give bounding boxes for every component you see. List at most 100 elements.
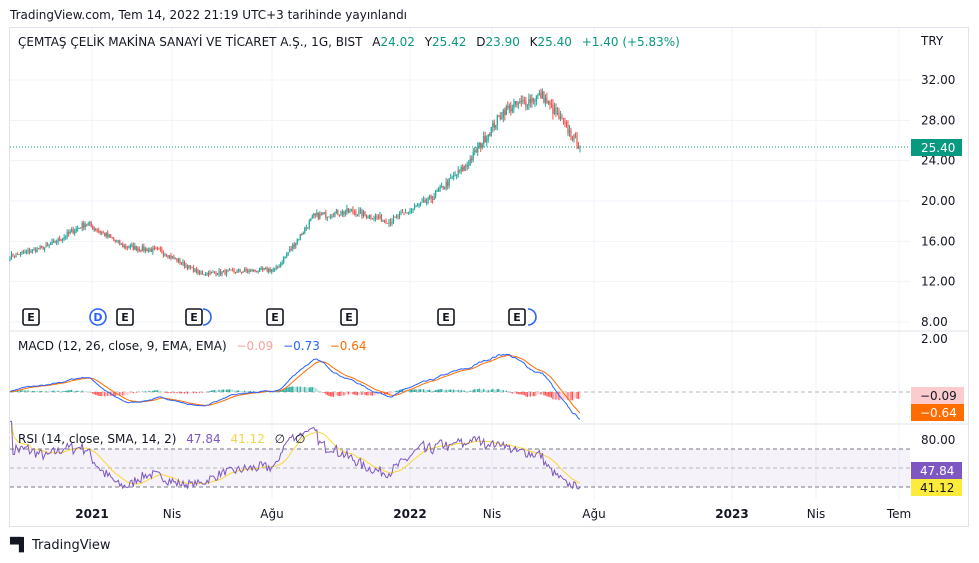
macd-hist-bar xyxy=(391,392,393,394)
rsi-ma-badge: 41.12 xyxy=(920,481,954,495)
macd-hist-bar xyxy=(99,392,101,397)
candle-body xyxy=(120,243,122,245)
candle-body xyxy=(62,238,64,241)
candle-body xyxy=(471,158,473,160)
candle-body xyxy=(534,100,536,102)
earnings-event-icon[interactable] xyxy=(437,308,455,326)
candle-body xyxy=(344,212,346,214)
earnings-event-icon: E xyxy=(271,311,279,324)
macd-hist-bar xyxy=(150,391,152,392)
macd-hist-bar xyxy=(209,390,211,392)
candle-body xyxy=(74,231,76,234)
candle-body xyxy=(177,259,180,262)
macd-hist-bar xyxy=(562,392,565,400)
candle-body xyxy=(197,270,199,273)
macd-hist-bar xyxy=(48,391,50,392)
candle-body xyxy=(111,237,113,239)
earnings-event-icon[interactable] xyxy=(266,308,284,326)
candle-body xyxy=(80,227,82,229)
candle-body xyxy=(69,231,71,234)
macd-hist-bar xyxy=(495,390,497,392)
macd-hist-bar xyxy=(373,392,375,396)
candle-body xyxy=(50,244,52,246)
candle-body xyxy=(564,121,566,123)
candle-body xyxy=(266,268,268,272)
candle-body xyxy=(325,212,327,218)
candle-body xyxy=(143,246,145,251)
macd-hist-bar xyxy=(535,392,537,396)
candle-body xyxy=(180,263,183,264)
candle-body xyxy=(24,251,26,253)
macd-hist-bar xyxy=(92,392,94,394)
candle-body xyxy=(370,215,372,219)
candle-body xyxy=(561,116,563,120)
macd-hist-bar xyxy=(573,392,575,400)
macd-hist-bar xyxy=(30,391,32,392)
macd-hist-bar xyxy=(477,389,479,392)
macd-hist-bar xyxy=(290,386,292,392)
earnings-event-icon[interactable] xyxy=(185,308,203,326)
macd-hist-bar xyxy=(425,390,428,392)
earnings-event-icon[interactable] xyxy=(116,308,134,326)
candle-body xyxy=(206,272,208,275)
candle-body xyxy=(463,165,465,171)
macd-hist-bar xyxy=(138,392,140,393)
earnings-event-icon[interactable] xyxy=(22,308,40,326)
candle-body xyxy=(335,210,337,213)
candle-body xyxy=(436,190,438,192)
candle-body xyxy=(371,218,374,220)
macd-hist-bar xyxy=(158,390,160,392)
macd-hist-bar xyxy=(317,390,319,392)
earnings-event-icon[interactable] xyxy=(340,308,358,326)
candle-body xyxy=(376,216,378,218)
macd-hist-bar xyxy=(25,390,28,392)
candle-body xyxy=(238,269,240,271)
candle-body xyxy=(170,255,172,258)
macd-hist-bar xyxy=(107,392,109,397)
candle-body xyxy=(415,206,417,208)
macd-hist-bar xyxy=(528,392,530,397)
macd-hist-bar xyxy=(353,392,356,395)
macd-hist-bar xyxy=(134,392,136,393)
macd-hist-bar xyxy=(574,392,577,399)
macd-hist-bar xyxy=(21,390,23,392)
candle-body xyxy=(216,274,219,276)
macd-hist-bar xyxy=(559,392,562,400)
candle-body xyxy=(241,271,243,273)
macd-hist-bar xyxy=(251,391,253,392)
earnings-event-icon[interactable] xyxy=(508,308,526,326)
macd-hist-bar xyxy=(50,391,52,392)
macd-hist-bar xyxy=(465,390,467,392)
candle-body xyxy=(105,233,107,237)
macd-hist-bar xyxy=(307,387,309,392)
dividend-event-icon[interactable] xyxy=(89,308,107,326)
macd-hist-bar xyxy=(254,391,256,392)
macd-hist-bar xyxy=(280,390,282,392)
macd-hist-bar xyxy=(39,391,41,392)
candle-body xyxy=(33,249,35,250)
macd-hist-bar xyxy=(459,390,461,392)
candle-body xyxy=(56,242,58,243)
macd-hist-bar xyxy=(197,392,199,393)
candle-body xyxy=(323,212,325,214)
macd-hist-bar xyxy=(90,392,92,393)
macd-hist-bar xyxy=(544,392,547,396)
macd-hist-bar xyxy=(403,389,405,392)
candle-body xyxy=(36,248,38,253)
macd-hist-bar xyxy=(210,390,213,392)
candle-body xyxy=(374,216,377,219)
candle-body xyxy=(522,100,524,102)
candle-body xyxy=(84,224,86,228)
macd-hist-bar xyxy=(380,392,383,395)
candle-body xyxy=(156,248,158,250)
candle-body xyxy=(386,223,389,225)
macd-hist-bar xyxy=(207,391,210,393)
candle-body xyxy=(574,134,577,137)
macd-hist-bar xyxy=(191,392,193,393)
candle-body xyxy=(438,189,440,191)
macd-hist-bar xyxy=(489,390,491,392)
macd-hist-bar xyxy=(227,389,229,392)
candle-body xyxy=(362,211,365,217)
candle-body xyxy=(450,177,452,179)
